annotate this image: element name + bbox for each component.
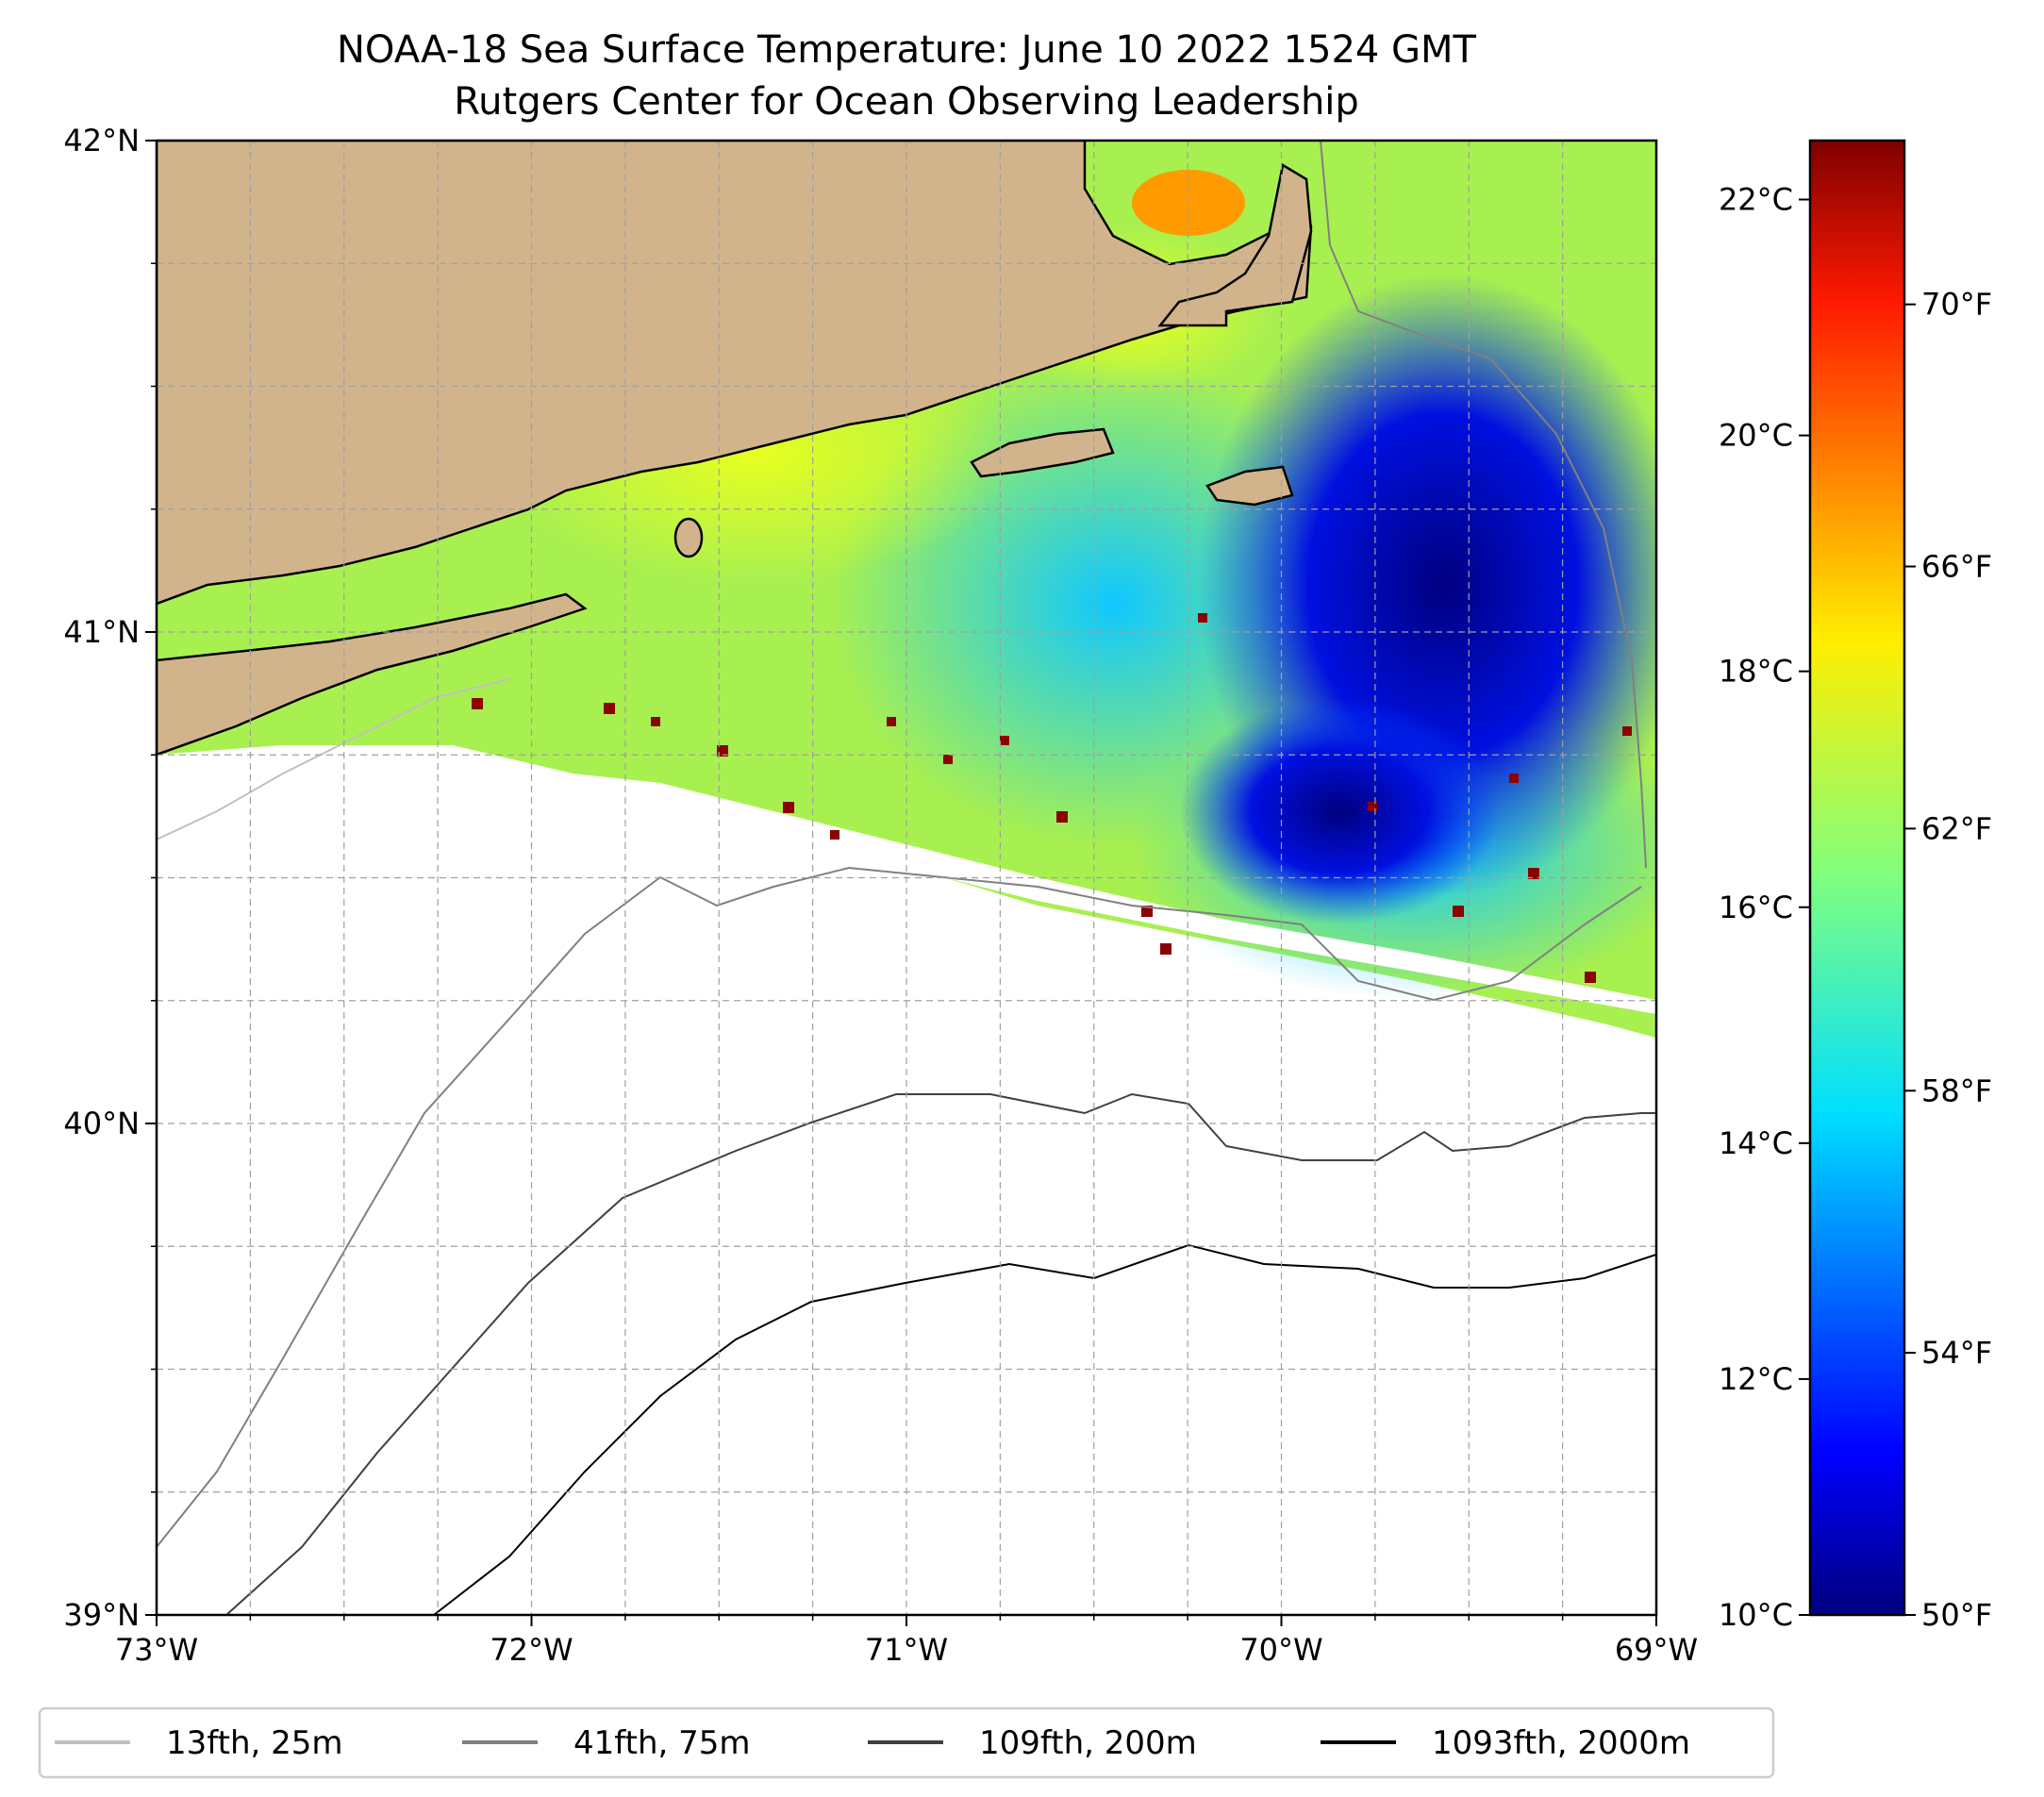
celsius-tick-label: 22°C xyxy=(1719,182,1793,218)
fahrenheit-tick-label: 54°F xyxy=(1921,1335,1992,1371)
contour-legend: 13fth, 25m 41fth, 75m 109fth, 200m 1093fth,… xyxy=(38,1706,1775,1779)
lon-axis: 73°W 72°W 71°W 70°W 69°W xyxy=(115,1615,1698,1668)
colorbar-fahrenheit-axis: 50°F 54°F 58°F 62°F 66°F 70°F xyxy=(1904,287,1992,1633)
lon-tick-label: 72°W xyxy=(490,1632,573,1668)
celsius-tick-label: 20°C xyxy=(1719,418,1793,454)
sst-gap-stripe xyxy=(157,755,1656,1014)
bathymetry-contours xyxy=(157,141,1656,1615)
lon-tick-label: 71°W xyxy=(865,1632,948,1668)
contour-75m-east xyxy=(1320,141,1647,869)
land-marthas-vineyard xyxy=(970,427,1115,478)
celsius-tick-label: 10°C xyxy=(1719,1597,1793,1633)
legend-label: 109fth, 200m xyxy=(979,1724,1197,1762)
celsius-tick-label: 16°C xyxy=(1719,890,1793,925)
sst-speckles xyxy=(330,547,1632,983)
celsius-tick-label: 12°C xyxy=(1719,1361,1793,1397)
lat-axis: 42°N 41°N 40°N 39°N xyxy=(63,123,157,1633)
lon-tick-label: 69°W xyxy=(1615,1632,1698,1668)
colorbar-celsius-axis: 10°C 12°C 14°C 16°C 18°C 20°C 22°C xyxy=(1719,182,1810,1633)
legend-label: 13fth, 25m xyxy=(166,1724,343,1762)
land xyxy=(157,141,1313,757)
fahrenheit-tick-label: 50°F xyxy=(1921,1597,1992,1633)
land-block-island xyxy=(673,517,704,558)
colorbar: 10°C 12°C 14°C 16°C 18°C 20°C 22°C 50°F 54°F 58°… xyxy=(1719,139,1992,1633)
title-line-2: Rutgers Center for Ocean Observing Leade… xyxy=(454,80,1359,124)
contour-2000m xyxy=(433,1243,1656,1615)
lon-tick-label: 70°W xyxy=(1239,1632,1322,1668)
lat-tick-label: 39°N xyxy=(63,1597,140,1633)
fahrenheit-tick-label: 66°F xyxy=(1921,549,1992,585)
title-line-1: NOAA-18 Sea Surface Temperature: June 10… xyxy=(337,28,1477,72)
lat-tick-label: 42°N xyxy=(63,123,140,158)
contour-75m xyxy=(157,866,1642,1548)
lat-tick-label: 40°N xyxy=(63,1106,140,1141)
lat-tick-label: 41°N xyxy=(63,614,140,650)
fahrenheit-tick-label: 62°F xyxy=(1921,810,1992,846)
gridlines xyxy=(157,141,1656,1615)
legend-label: 41fth, 75m xyxy=(573,1724,751,1762)
legend-label: 1093fth, 2000m xyxy=(1432,1724,1690,1762)
celsius-tick-label: 18°C xyxy=(1719,654,1793,690)
fahrenheit-tick-label: 70°F xyxy=(1921,287,1992,323)
sst-capecod-bay xyxy=(1132,170,1245,236)
land-nantucket xyxy=(1205,465,1294,507)
colorbar-scale xyxy=(1808,139,1906,1617)
lon-tick-label: 73°W xyxy=(115,1632,198,1668)
fahrenheit-tick-label: 58°F xyxy=(1921,1073,1992,1108)
land-cape-cod xyxy=(1157,163,1313,327)
contour-200m xyxy=(225,1092,1656,1615)
legend-entries: 13fth, 25m 41fth, 75m 109fth, 200m 1093fth,… xyxy=(55,1724,1690,1762)
map-area xyxy=(157,141,1656,1615)
celsius-tick-label: 14°C xyxy=(1719,1125,1793,1161)
land-new-england xyxy=(157,141,1313,606)
sst-cold-region-2 xyxy=(1179,698,1500,924)
